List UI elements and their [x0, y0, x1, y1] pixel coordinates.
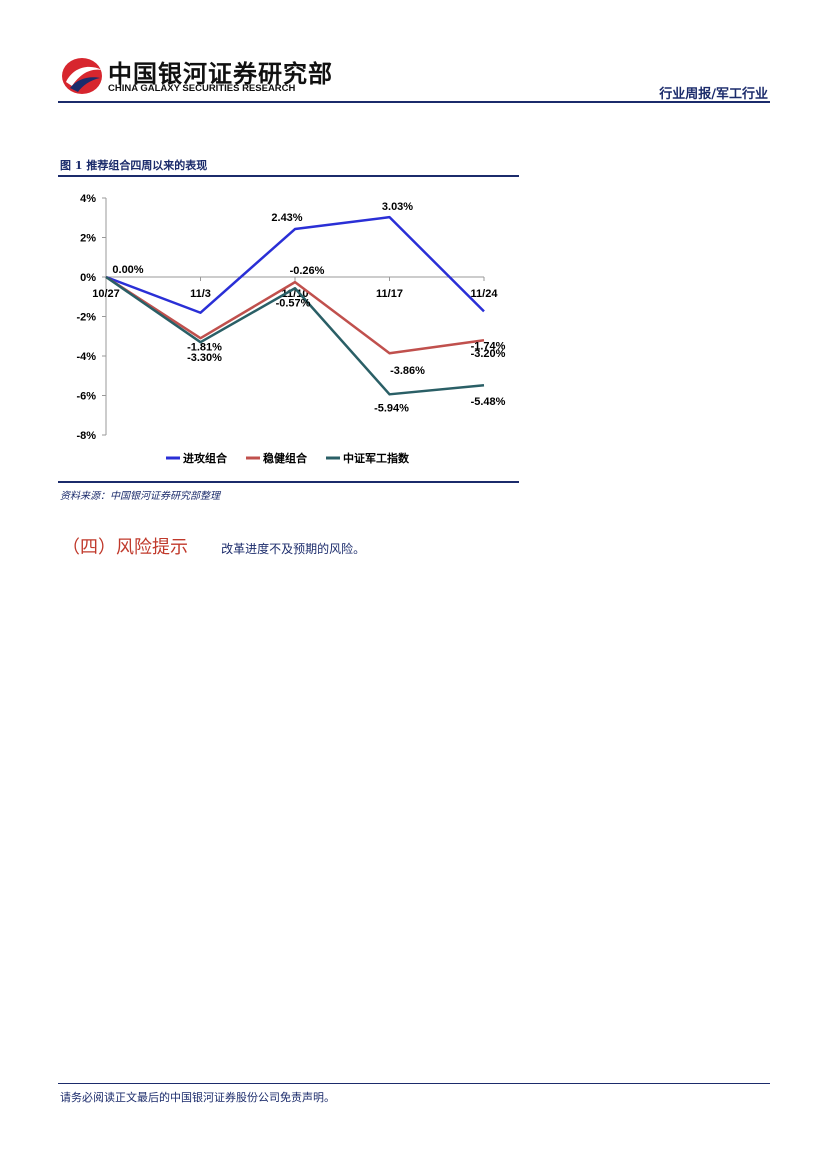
- data-label: -3.20%: [471, 348, 506, 360]
- x-tick-label: 10/27: [92, 288, 120, 300]
- data-label: 2.43%: [271, 212, 302, 224]
- data-label: -1.81%: [187, 342, 222, 354]
- series-line-2: [105, 275, 485, 355]
- y-tick-label: -2%: [76, 312, 96, 324]
- figure-title: 图 1 推荐组合四周以来的表现: [60, 159, 208, 172]
- y-tick-label: 0%: [80, 272, 96, 284]
- header-divider: [58, 101, 770, 103]
- y-tick-label: 4%: [80, 193, 96, 205]
- y-tick-label: 2%: [80, 233, 96, 245]
- data-label: -3.86%: [390, 365, 425, 377]
- line-chart: 4%2%0%-2%-4%-6%-8%10/27 11/3 11/10 11/17 11/…: [76, 193, 505, 465]
- report-type: 行业周报/军工行业: [659, 87, 768, 102]
- chart-legend: 进攻组合 稳健组合 中证军工指数: [166, 451, 410, 465]
- logo-chinese-name: 中国银河证券研究部: [108, 60, 333, 88]
- galaxy-logo-icon: [62, 58, 102, 94]
- data-label: -0.57%: [276, 297, 311, 309]
- y-tick-label: -8%: [76, 430, 96, 442]
- figure-source: 资料来源：中国银河证券研究部整理: [60, 491, 220, 502]
- data-label: 0.00%: [112, 264, 143, 276]
- chart-series-lines: [105, 215, 485, 396]
- y-tick-label: -6%: [76, 391, 96, 403]
- x-tick-label: 11/17: [376, 288, 403, 300]
- risk-text: 改革进度不及预期的风险。: [221, 542, 366, 556]
- legend-label: 中证军工指数: [343, 451, 410, 465]
- risk-section: （四）风险提示 改革进度不及预期的风险。: [62, 533, 365, 559]
- data-label: -0.26%: [290, 265, 325, 277]
- data-label: -1.74%: [471, 340, 506, 352]
- figure-bottom-rule: [58, 481, 519, 483]
- page-header: 中国银河证券研究部 CHINA GALAXY SECURITIES RESEAR…: [58, 52, 770, 104]
- x-tick-label: 11/3: [190, 288, 211, 300]
- series-line-1: [105, 215, 485, 314]
- chart-axes: 4%2%0%-2%-4%-6%-8%10/27 11/3 11/10 11/17 11/…: [76, 193, 498, 442]
- data-label: -3.30%: [187, 352, 222, 364]
- figure-top-rule: [58, 175, 519, 177]
- footer-disclaimer: 请务必阅读正文最后的中国银河证券股份公司免责声明。: [60, 1091, 335, 1104]
- legend-label: 进攻组合: [183, 451, 228, 465]
- logo-english-name: CHINA GALAXY SECURITIES RESEARCH: [108, 83, 296, 94]
- risk-title: （四）风险提示: [62, 537, 188, 558]
- data-label: -5.94%: [374, 402, 409, 414]
- data-label: 3.03%: [382, 201, 413, 213]
- legend-label: 稳健组合: [263, 451, 308, 465]
- footer-divider: [58, 1083, 770, 1084]
- series-line-3: [105, 275, 485, 396]
- y-tick-label: -4%: [76, 351, 96, 363]
- chart-data-labels: 0.00% -1.81% 2.43% 3.03% -1.74% -0.26% -3.86% -…: [112, 201, 505, 414]
- data-label: -5.48%: [471, 396, 506, 408]
- x-tick-label: 11/24: [471, 288, 499, 300]
